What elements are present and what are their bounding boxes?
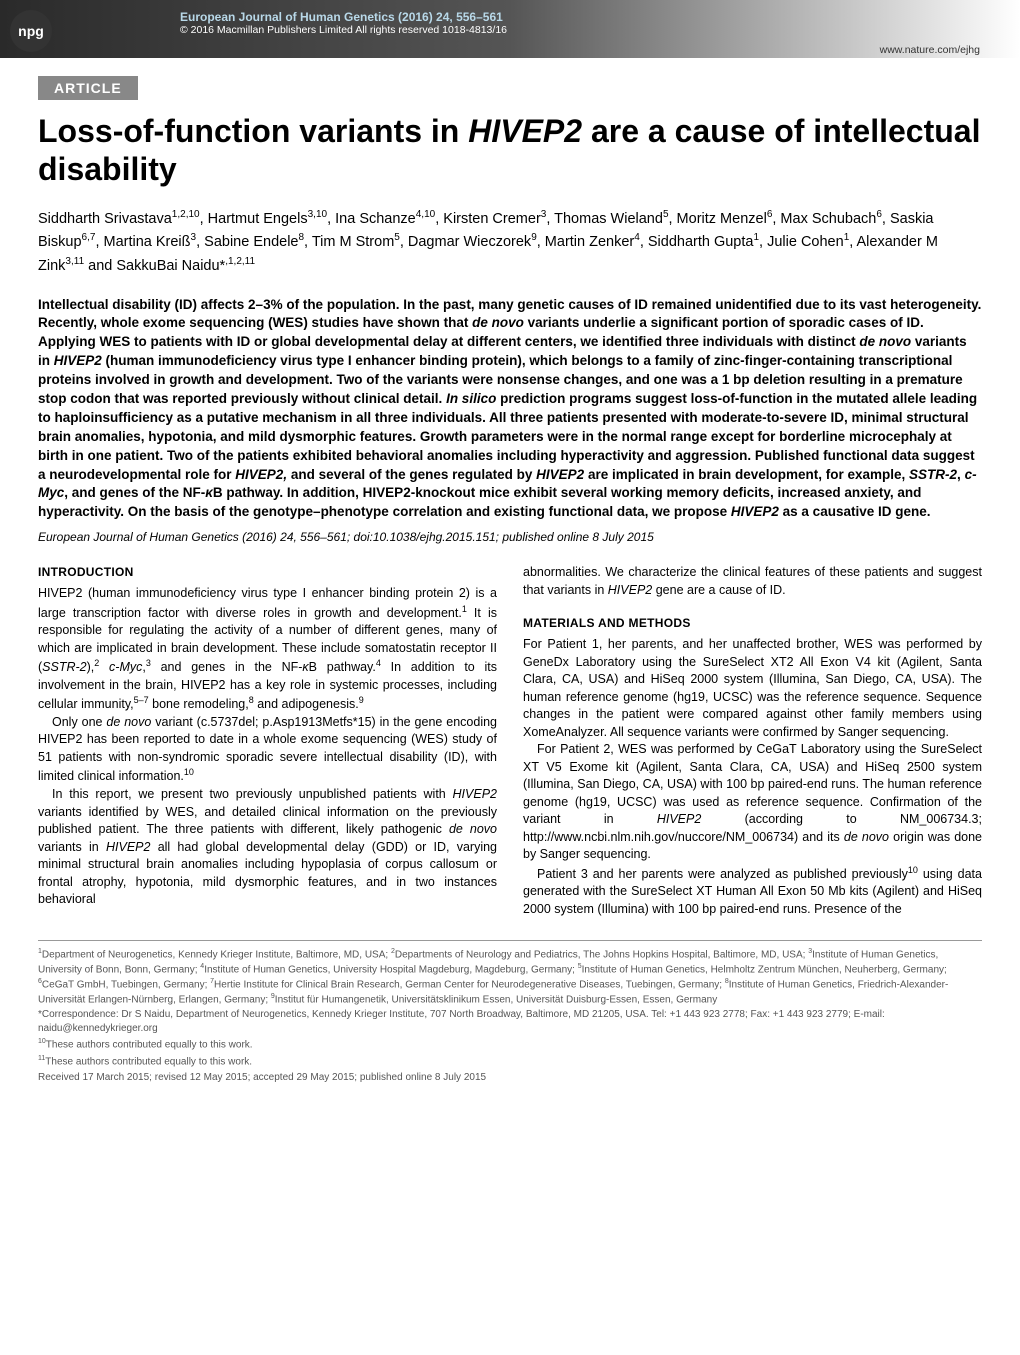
footer: 1Department of Neurogenetics, Kennedy Kr… xyxy=(38,940,982,1084)
authors-list: Siddharth Srivastava1,2,10, Hartmut Enge… xyxy=(38,207,982,278)
website-url: www.nature.com/ejhg xyxy=(0,44,1020,56)
received-line: Received 17 March 2015; revised 12 May 2… xyxy=(38,1071,982,1085)
intro-p3: In this report, we present two previousl… xyxy=(38,786,497,909)
equal-contrib-11: 11These authors contributed equally to t… xyxy=(38,1054,982,1069)
methods-p2: For Patient 2, WES was performed by CeGa… xyxy=(523,741,982,864)
right-column: abnormalities. We characterize the clini… xyxy=(523,564,982,918)
doi-line: European Journal of Human Genetics (2016… xyxy=(38,530,982,544)
article-title: Loss-of-function variants in HIVEP2 are … xyxy=(38,112,982,189)
title-gene: HIVEP2 xyxy=(468,113,582,149)
equal-contrib-10: 10These authors contributed equally to t… xyxy=(38,1037,982,1052)
methods-heading: MATERIALS AND METHODS xyxy=(523,615,982,632)
intro-p2: Only one de novo variant (c.5737del; p.A… xyxy=(38,714,497,786)
main-content: Loss-of-function variants in HIVEP2 are … xyxy=(0,112,1020,918)
intro-p1: HIVEP2 (human immunodeficiency virus typ… xyxy=(38,585,497,714)
journal-title: European Journal of Human Genetics (2016… xyxy=(180,10,1020,24)
copyright-line: © 2016 Macmillan Publishers Limited All … xyxy=(180,24,1020,36)
article-tag: ARTICLE xyxy=(38,76,138,100)
affiliations: 1Department of Neurogenetics, Kennedy Kr… xyxy=(38,947,982,1006)
two-column-body: INTRODUCTION HIVEP2 (human immunodeficie… xyxy=(38,564,982,918)
title-pre: Loss-of-function variants in xyxy=(38,113,468,149)
abstract-text: Intellectual disability (ID) affects 2–3… xyxy=(38,296,982,523)
publisher-badge: npg xyxy=(10,10,52,52)
intro-heading: INTRODUCTION xyxy=(38,564,497,581)
right-top-para: abnormalities. We characterize the clini… xyxy=(523,564,982,599)
correspondence: *Correspondence: Dr S Naidu, Department … xyxy=(38,1008,982,1035)
methods-p3: Patient 3 and her parents were analyzed … xyxy=(523,864,982,919)
left-column: INTRODUCTION HIVEP2 (human immunodeficie… xyxy=(38,564,497,918)
methods-p1: For Patient 1, her parents, and her unaf… xyxy=(523,636,982,741)
